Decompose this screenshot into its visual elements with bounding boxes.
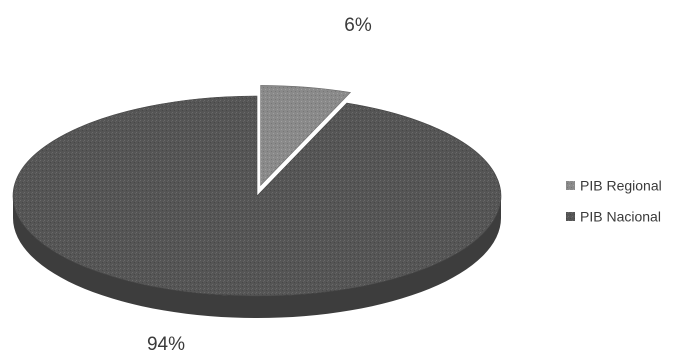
pie-slices (12, 85, 502, 318)
legend-swatch-pib-nacional (566, 212, 575, 221)
pie-slice-side-pib-nacional (13, 196, 501, 318)
pie-data-labels: 6% 94% (147, 15, 372, 355)
pie-legend: PIB Regional PIB Nacional (566, 178, 662, 225)
legend-label-pib-regional: PIB Regional (580, 178, 662, 194)
data-label-pib-nacional: 94% (147, 334, 185, 355)
pie-slice-pib-regional (260, 85, 352, 187)
legend-label-pib-nacional: PIB Nacional (580, 209, 661, 225)
pie-slice-pib-nacional (12, 95, 502, 297)
legend-swatch-pib-regional (566, 181, 575, 190)
data-label-pib-regional: 6% (344, 15, 372, 36)
